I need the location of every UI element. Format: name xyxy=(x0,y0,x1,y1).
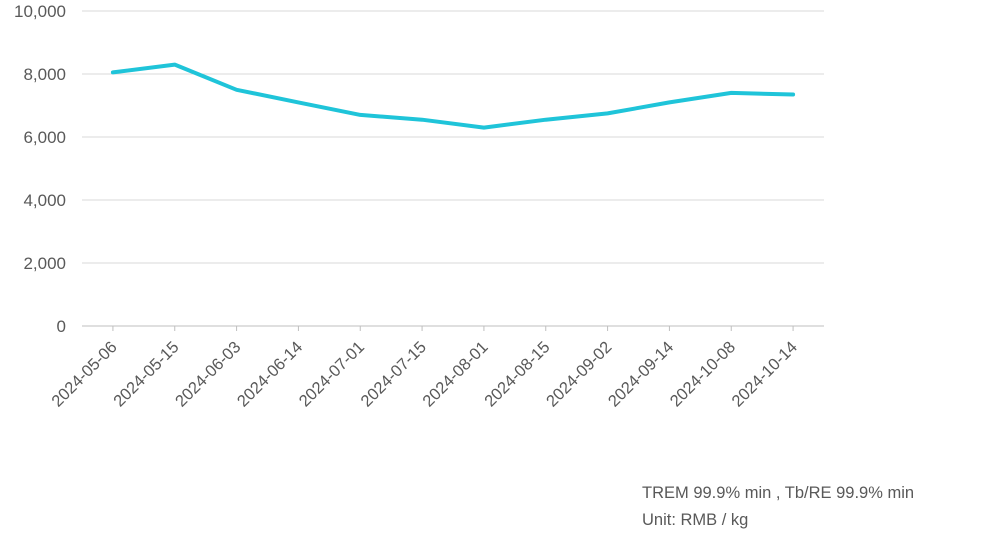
x-tick-label: 2024-06-14 xyxy=(234,338,306,410)
y-tick-label: 2,000 xyxy=(23,254,66,273)
y-tick-label: 4,000 xyxy=(23,191,66,210)
gridlines xyxy=(82,10,824,331)
chart-note-unit: Unit: RMB / kg xyxy=(642,511,749,529)
x-tick-label: 2024-05-06 xyxy=(48,338,120,410)
x-tick-label: 2024-09-14 xyxy=(605,338,677,410)
x-tick-label: 2024-08-15 xyxy=(481,338,553,410)
chart-note-grade: TREM 99.9% min , Tb/RE 99.9% min xyxy=(642,484,915,502)
x-tick-label: 2024-09-02 xyxy=(543,338,615,410)
y-tick-label: 10,000 xyxy=(14,2,66,21)
series-line xyxy=(110,62,796,130)
x-tick-label: 2024-08-01 xyxy=(419,338,491,410)
series-lines xyxy=(110,62,796,130)
y-tick-label: 0 xyxy=(57,317,66,336)
y-tick-label: 6,000 xyxy=(23,128,66,147)
y-tick-label: 8,000 xyxy=(23,65,66,84)
x-tick-label: 2024-07-01 xyxy=(296,338,368,410)
x-tick-label: 2024-07-15 xyxy=(357,338,429,410)
y-axis-tick-labels: 0 2,000 4,000 6,000 8,000 10,000 xyxy=(14,2,66,336)
x-tick-label: 2024-10-14 xyxy=(728,338,800,410)
x-tick-label: 2024-06-03 xyxy=(172,338,244,410)
x-tick-label: 2024-10-08 xyxy=(667,338,739,410)
x-tick-label: 2024-05-15 xyxy=(110,338,182,410)
x-axis-tick-labels: 2024-05-062024-05-152024-06-032024-06-14… xyxy=(48,338,801,410)
